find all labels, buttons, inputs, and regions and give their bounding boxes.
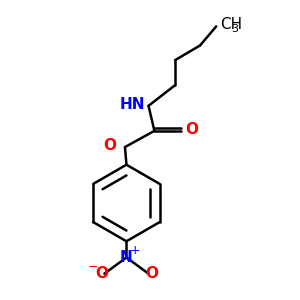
- Text: O: O: [95, 266, 108, 281]
- Text: −: −: [88, 261, 98, 274]
- Text: +: +: [129, 244, 140, 256]
- Text: CH: CH: [220, 17, 242, 32]
- Text: N: N: [120, 250, 133, 265]
- Text: 3: 3: [231, 24, 238, 34]
- Text: O: O: [185, 122, 198, 137]
- Text: HN: HN: [120, 97, 146, 112]
- Text: O: O: [145, 266, 158, 281]
- Text: O: O: [104, 138, 117, 153]
